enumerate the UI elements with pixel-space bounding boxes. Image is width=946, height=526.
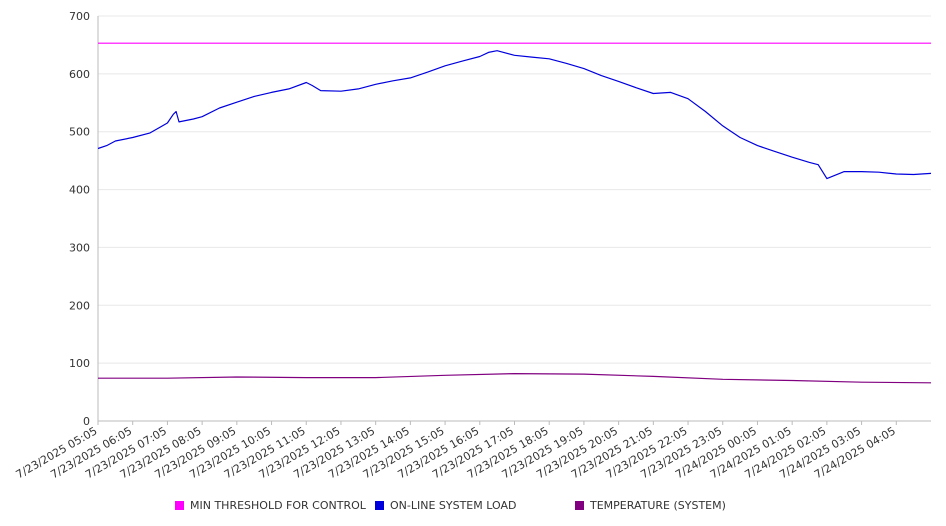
y-tick-label-400: 400 [69, 184, 90, 197]
series-lines [97, 42, 932, 384]
gridlines [98, 15, 931, 422]
legend-item-threshold[interactable]: MIN THRESHOLD FOR CONTROL [175, 499, 366, 512]
legend: MIN THRESHOLD FOR CONTROL ON-LINE SYSTEM… [0, 499, 946, 513]
legend-swatch-temperature [575, 501, 584, 510]
axes [97, 16, 931, 425]
legend-swatch-system-load [375, 501, 384, 510]
legend-label-temperature: TEMPERATURE (SYSTEM) [590, 499, 726, 512]
y-tick-label-0: 0 [83, 415, 90, 428]
y-tick-label-100: 100 [69, 357, 90, 370]
series-line-temperature [98, 373, 932, 384]
legend-swatch-threshold [175, 501, 184, 510]
y-tick-label-200: 200 [69, 299, 90, 312]
legend-item-temperature[interactable]: TEMPERATURE (SYSTEM) [575, 499, 726, 512]
y-tick-label-600: 600 [69, 68, 90, 81]
legend-label-system-load: ON-LINE SYSTEM LOAD [390, 499, 517, 512]
series-line-system-load [97, 50, 932, 180]
y-axis-tick-labels: 0 100 200 300 400 500 600 700 [69, 10, 90, 428]
legend-label-threshold: MIN THRESHOLD FOR CONTROL [190, 499, 366, 512]
y-tick-label-500: 500 [69, 126, 90, 139]
x-axis-tick-labels: 7/23/2025 05:057/23/2025 06:057/23/2025 … [14, 424, 898, 481]
y-tick-label-700: 700 [69, 10, 90, 23]
legend-item-system-load[interactable]: ON-LINE SYSTEM LOAD [375, 499, 516, 512]
y-tick-label-300: 300 [69, 241, 90, 254]
